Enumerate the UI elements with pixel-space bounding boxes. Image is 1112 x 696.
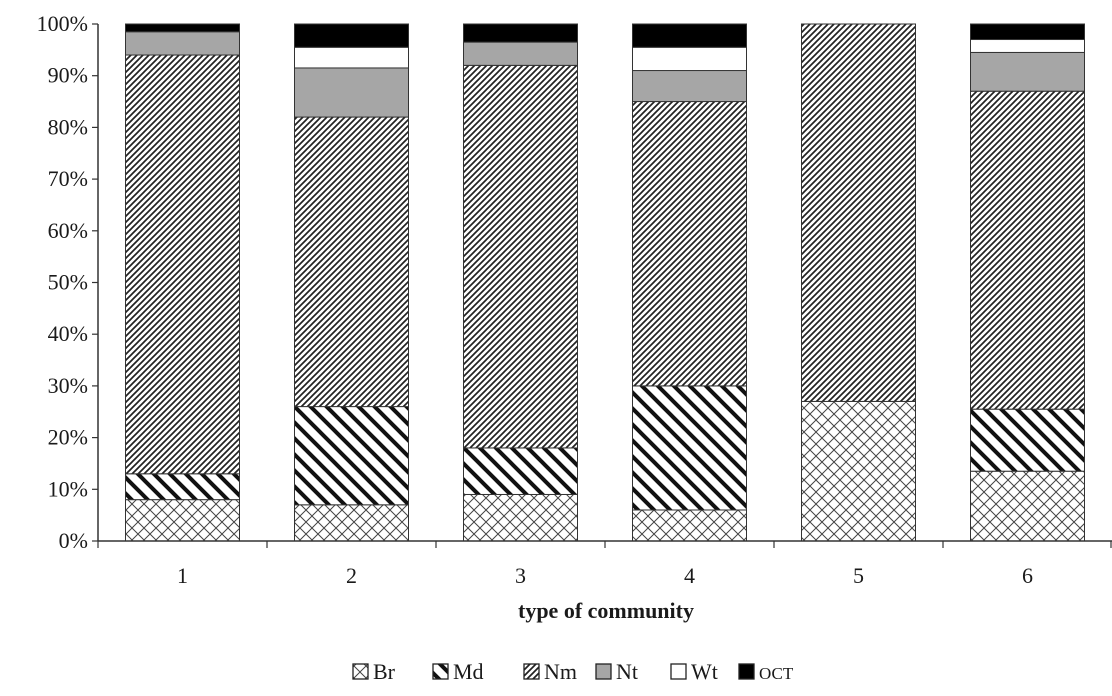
legend-label: Br bbox=[373, 659, 396, 684]
y-tick-label: 40% bbox=[48, 321, 88, 346]
legend-swatch-br bbox=[352, 663, 369, 680]
legend: Br Md Nm Nt Wt ОСТ bbox=[352, 659, 794, 684]
y-tick-label: 100% bbox=[37, 11, 88, 36]
y-tick-label: 70% bbox=[48, 166, 88, 191]
bar-segment-br bbox=[801, 400, 916, 542]
legend-swatch-ост bbox=[738, 663, 755, 680]
legend-label: Nm bbox=[544, 659, 577, 684]
x-tick-label: 3 bbox=[515, 563, 526, 588]
bar-segment-nt bbox=[970, 51, 1085, 92]
bar-segment-nt bbox=[294, 67, 409, 118]
x-tick-label: 5 bbox=[853, 563, 864, 588]
bar-segment-md bbox=[970, 408, 1085, 472]
bar-segment-br bbox=[632, 509, 747, 542]
bar-segment-md bbox=[294, 406, 409, 506]
bar-segment-wt bbox=[632, 46, 747, 72]
bar-segment-nm bbox=[463, 64, 578, 449]
legend-swatch-wt bbox=[670, 663, 687, 680]
x-tick-label: 6 bbox=[1022, 563, 1033, 588]
bar-segment-ост bbox=[463, 23, 578, 43]
x-tick-label: 4 bbox=[684, 563, 695, 588]
legend-label: Wt bbox=[691, 659, 718, 684]
bar-segment-nm bbox=[294, 116, 409, 408]
bar-segment-br bbox=[294, 504, 409, 542]
bar-segment-ост bbox=[970, 23, 1085, 41]
bar-segment-br bbox=[463, 493, 578, 542]
y-axis: 0% 10% 20% 30% 40% 50% 60% 70% 80% 90% 100% bbox=[37, 11, 99, 553]
legend-label: Nt bbox=[616, 659, 638, 684]
bar-segment-br bbox=[125, 499, 240, 542]
y-tick-label: 60% bbox=[48, 218, 88, 243]
x-tick-label: 2 bbox=[346, 563, 357, 588]
bar-segment-nm bbox=[801, 23, 916, 402]
bar-segment-nt bbox=[632, 70, 747, 103]
legend-swatch-nt bbox=[595, 663, 612, 680]
bar-segment-wt bbox=[970, 39, 1085, 53]
bar-segment-md bbox=[125, 473, 240, 501]
y-tick-label: 50% bbox=[48, 270, 88, 295]
bar-segment-nm bbox=[632, 101, 747, 387]
y-tick-label: 30% bbox=[48, 373, 88, 398]
legend-swatch-nm bbox=[523, 663, 540, 680]
bar-segment-md bbox=[463, 447, 578, 495]
legend-label: Md bbox=[453, 659, 484, 684]
y-tick-label: 10% bbox=[48, 476, 88, 501]
x-tick-label: 1 bbox=[177, 563, 188, 588]
legend-label: ОСТ bbox=[759, 664, 794, 683]
y-tick-label: 20% bbox=[48, 425, 88, 450]
bar-segment-wt bbox=[294, 46, 409, 69]
bars-group bbox=[125, 23, 1085, 542]
bar-segment-ост bbox=[125, 23, 240, 33]
bar-segment-md bbox=[632, 385, 747, 511]
y-tick-label: 0% bbox=[59, 528, 88, 553]
bar-segment-ост bbox=[632, 23, 747, 48]
bar-segment-ост bbox=[294, 23, 409, 48]
legend-swatch-md bbox=[432, 663, 449, 680]
bar-segment-nt bbox=[463, 41, 578, 66]
x-axis: 1 2 3 4 5 6 bbox=[97, 540, 1112, 588]
y-tick-label: 90% bbox=[48, 63, 88, 88]
bar-segment-br bbox=[970, 470, 1085, 542]
bar-segment-nt bbox=[125, 31, 240, 56]
bar-segment-nm bbox=[970, 90, 1085, 410]
x-axis-title: type of community bbox=[518, 598, 694, 623]
bar-segment-nm bbox=[125, 54, 240, 475]
y-tick-label: 80% bbox=[48, 114, 88, 139]
